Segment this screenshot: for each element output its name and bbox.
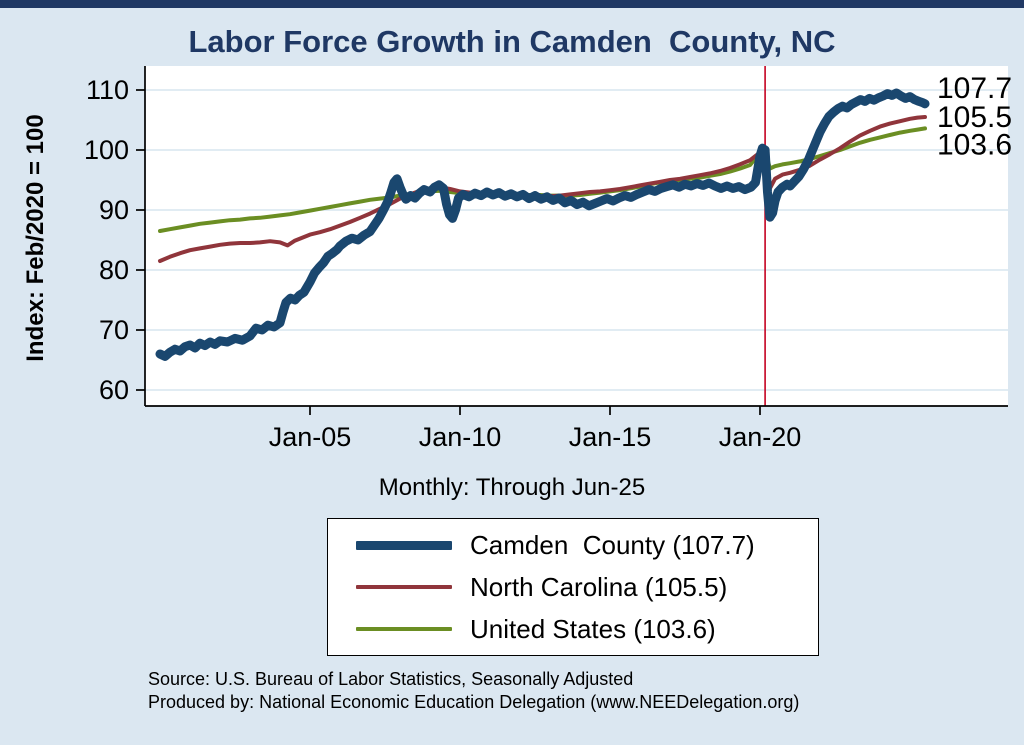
end-value-label-103.6: 103.6 [937, 128, 1012, 161]
legend-label-north-carolina: North Carolina (105.5) [470, 571, 728, 602]
y-tick-label: 70 [99, 315, 129, 345]
x-tick-label: Jan-05 [269, 422, 352, 452]
x-tick-label: Jan-15 [569, 422, 652, 452]
y-tick-label: 90 [99, 195, 129, 225]
y-tick-label: 80 [99, 255, 129, 285]
legend-label-united-states: United States (103.6) [470, 613, 716, 644]
caption-produced-by: Produced by: National Economic Education… [148, 692, 800, 713]
y-tick-label: 100 [84, 135, 129, 165]
plot-area: 60 70 80 90 100 110 Jan-05 Jan-10 Jan-15 Jan-20 10… [84, 66, 1012, 452]
y-axis-label: Index: Feb/2020 = 100 [22, 114, 49, 362]
x-tick-label: Jan-20 [719, 422, 802, 452]
legend: Camden County (107.7) North Carolina (10… [327, 518, 819, 656]
x-tick-label: Jan-10 [419, 422, 502, 452]
end-value-label-107.7: 107.7 [937, 72, 1012, 105]
plot-background [145, 66, 1008, 406]
legend-label-camden-county: Camden County (107.7) [470, 529, 755, 560]
legend-swatch-camden-county [356, 540, 452, 550]
legend-item-north-carolina: North Carolina (105.5) [356, 572, 818, 603]
caption-block: Source: U.S. Bureau of Labor Statistics,… [148, 668, 799, 714]
legend-item-united-states: United States (103.6) [356, 614, 818, 645]
legend-item-camden-county: Camden County (107.7) [356, 530, 818, 561]
legend-swatch-united-states [356, 627, 452, 631]
legend-swatch-north-carolina [356, 585, 452, 589]
y-tick-label: 60 [99, 375, 129, 405]
y-tick-label: 110 [86, 75, 129, 105]
chart-title: Labor Force Growth in Camden County, NC [188, 24, 836, 59]
series-line-camden-county [155, 88, 930, 361]
caption-source: Source: U.S. Bureau of Labor Statistics,… [148, 669, 634, 689]
end-value-label-105.5: 105.5 [937, 101, 1012, 134]
top-accent-bar [0, 0, 1024, 8]
x-axis-subtitle: Monthly: Through Jun-25 [378, 474, 646, 501]
